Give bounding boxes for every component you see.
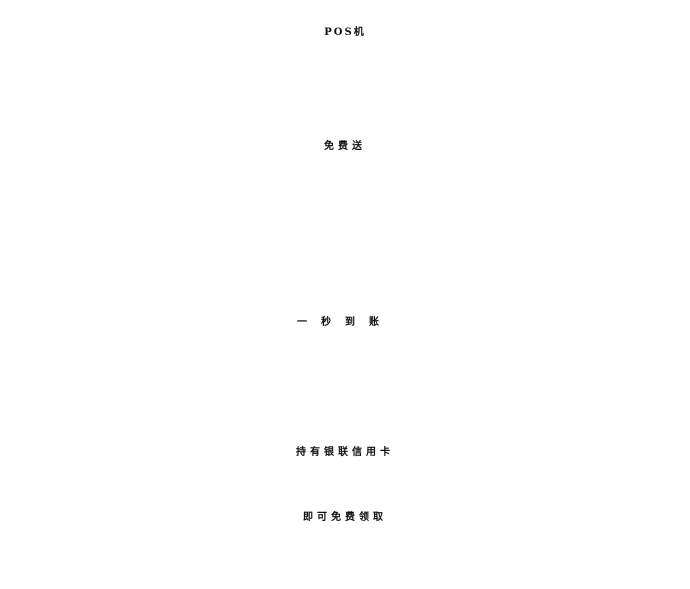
headline-free-gift: 免费送: [324, 141, 366, 152]
headline-pos-machine: POS机: [324, 27, 366, 38]
subtext-eligibility: 持有银联信用卡: [296, 447, 394, 458]
subtext-claim: 即可免费领取: [303, 512, 387, 523]
headline-instant-arrival: 一秒到账: [297, 317, 393, 328]
